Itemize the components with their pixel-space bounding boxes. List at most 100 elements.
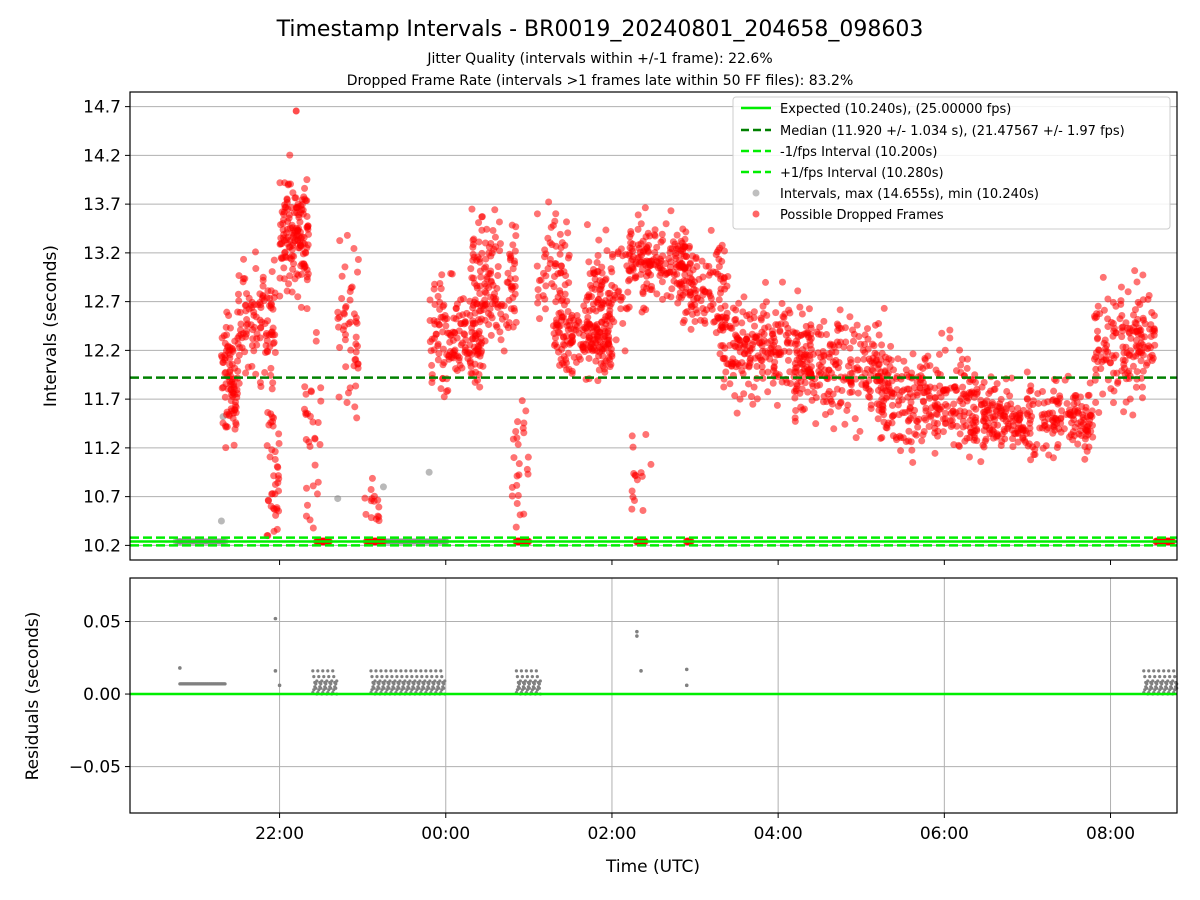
dropped-frame-point xyxy=(1066,406,1074,414)
dropped-frame-point xyxy=(784,356,792,364)
residual-point xyxy=(414,669,418,673)
dropped-frame-point xyxy=(792,406,800,414)
dropped-frame-point xyxy=(968,388,976,396)
dropped-frame-point xyxy=(268,328,276,336)
residual-point xyxy=(517,682,521,686)
dropped-frame-point xyxy=(770,334,778,342)
dropped-frame-point xyxy=(264,496,272,504)
dropped-frame-point xyxy=(764,388,772,396)
dropped-frame-point xyxy=(949,421,957,429)
dropped-frame-point xyxy=(959,383,967,391)
dropped-frame-point xyxy=(640,304,648,312)
dropped-frame-point xyxy=(336,237,344,245)
dropped-frame-point xyxy=(981,415,989,423)
dropped-frame-point xyxy=(960,412,968,420)
dropped-frame-point xyxy=(1122,319,1130,327)
residual-point xyxy=(1172,669,1176,673)
dropped-frame-point xyxy=(307,388,315,396)
residual-point xyxy=(417,686,421,690)
dropped-frame-point xyxy=(276,179,284,187)
dropped-frame-point xyxy=(991,385,999,393)
intervals-y-tick-label: 12.2 xyxy=(83,341,121,361)
dropped-frame-point xyxy=(490,245,498,253)
residual-point xyxy=(534,669,538,673)
dropped-frame-point xyxy=(311,461,319,469)
dropped-frame-point xyxy=(762,298,770,306)
dropped-frame-point xyxy=(662,220,670,228)
dropped-frame-point xyxy=(1117,297,1125,305)
dropped-frame-point xyxy=(1019,423,1027,431)
residual-point xyxy=(273,669,278,673)
dropped-frame-point xyxy=(860,340,868,348)
dropped-frame-point xyxy=(1102,354,1110,362)
dropped-frame-point xyxy=(511,282,519,290)
residual-point xyxy=(329,686,333,690)
residual-point xyxy=(1163,675,1167,679)
dropped-frame-point xyxy=(1073,408,1081,416)
dropped-frame-point xyxy=(879,401,887,409)
dropped-frame-point xyxy=(634,225,642,233)
dropped-frame-point xyxy=(450,314,458,322)
dropped-frame-point xyxy=(1095,346,1103,354)
dropped-frame-point xyxy=(861,331,869,339)
dropped-frame-point xyxy=(426,296,434,304)
dropped-frame-point xyxy=(375,513,383,521)
dropped-frame-point xyxy=(912,417,920,425)
dropped-frame-point xyxy=(579,346,587,354)
dropped-frame-point xyxy=(351,403,359,411)
dropped-frame-point xyxy=(764,368,772,376)
dropped-frame-point xyxy=(841,420,849,428)
dropped-frame-point xyxy=(291,194,299,202)
residual-point xyxy=(1153,675,1157,679)
dropped-frame-point xyxy=(551,334,559,342)
dropped-frame-point xyxy=(477,349,485,357)
residual-point xyxy=(335,679,339,683)
dropped-frame-point xyxy=(677,294,685,302)
dropped-frame-point xyxy=(601,368,609,376)
dropped-frame-point xyxy=(585,354,593,362)
dropped-frame-point xyxy=(370,497,378,505)
dropped-frame-point xyxy=(243,327,251,335)
residual-point xyxy=(385,675,389,679)
dropped-frame-point xyxy=(1100,306,1108,314)
dropped-frame-point xyxy=(580,302,588,310)
residual-point xyxy=(314,686,318,690)
dropped-frame-point xyxy=(655,259,663,267)
dropped-frame-point xyxy=(780,347,788,355)
dropped-frame-point xyxy=(772,321,780,329)
intervals-y-ticks: 10.2 10.7 11.2 11.7 12.2 12.7 13.2 13.7 14.2 14.7 xyxy=(83,98,130,556)
dropped-frame-point xyxy=(489,226,497,234)
dropped-frame-point xyxy=(950,400,958,408)
dropped-frame-point xyxy=(495,218,503,226)
residual-point xyxy=(388,679,392,683)
intervals-y-tick-label: 12.7 xyxy=(83,293,121,313)
dropped-frame-point xyxy=(447,331,455,339)
dropped-frame-point xyxy=(667,207,675,215)
dropped-frame-point xyxy=(352,333,360,341)
dropped-frame-point xyxy=(906,405,914,413)
residual-point xyxy=(532,686,536,690)
dropped-frame-point xyxy=(1143,345,1151,353)
dropped-frame-point xyxy=(701,319,709,327)
dropped-frame-point xyxy=(747,393,755,401)
dropped-frame-point xyxy=(756,339,764,347)
dropped-frame-point xyxy=(1021,436,1029,444)
dropped-frame-point xyxy=(658,278,666,286)
dropped-frame-point xyxy=(305,438,313,446)
dropped-frame-point xyxy=(637,220,645,228)
dropped-frame-point xyxy=(969,376,977,384)
dropped-frame-point xyxy=(243,316,251,324)
dropped-frame-point xyxy=(667,293,675,301)
dropped-frame-point xyxy=(762,278,770,286)
dropped-frame-point xyxy=(469,241,477,249)
legend-label-minus-fps: -1/fps Interval (10.200s) xyxy=(780,145,937,160)
dropped-frame-point xyxy=(758,368,766,376)
dropped-frame-point xyxy=(904,417,912,425)
dropped-frame-point xyxy=(823,330,831,338)
dropped-frame-point xyxy=(1092,365,1100,373)
dropped-frame-point xyxy=(547,223,555,231)
legend-box xyxy=(732,96,1171,230)
dropped-frame-point xyxy=(1084,427,1092,435)
dropped-frame-point xyxy=(1009,443,1017,451)
dropped-frame-point xyxy=(254,301,262,309)
